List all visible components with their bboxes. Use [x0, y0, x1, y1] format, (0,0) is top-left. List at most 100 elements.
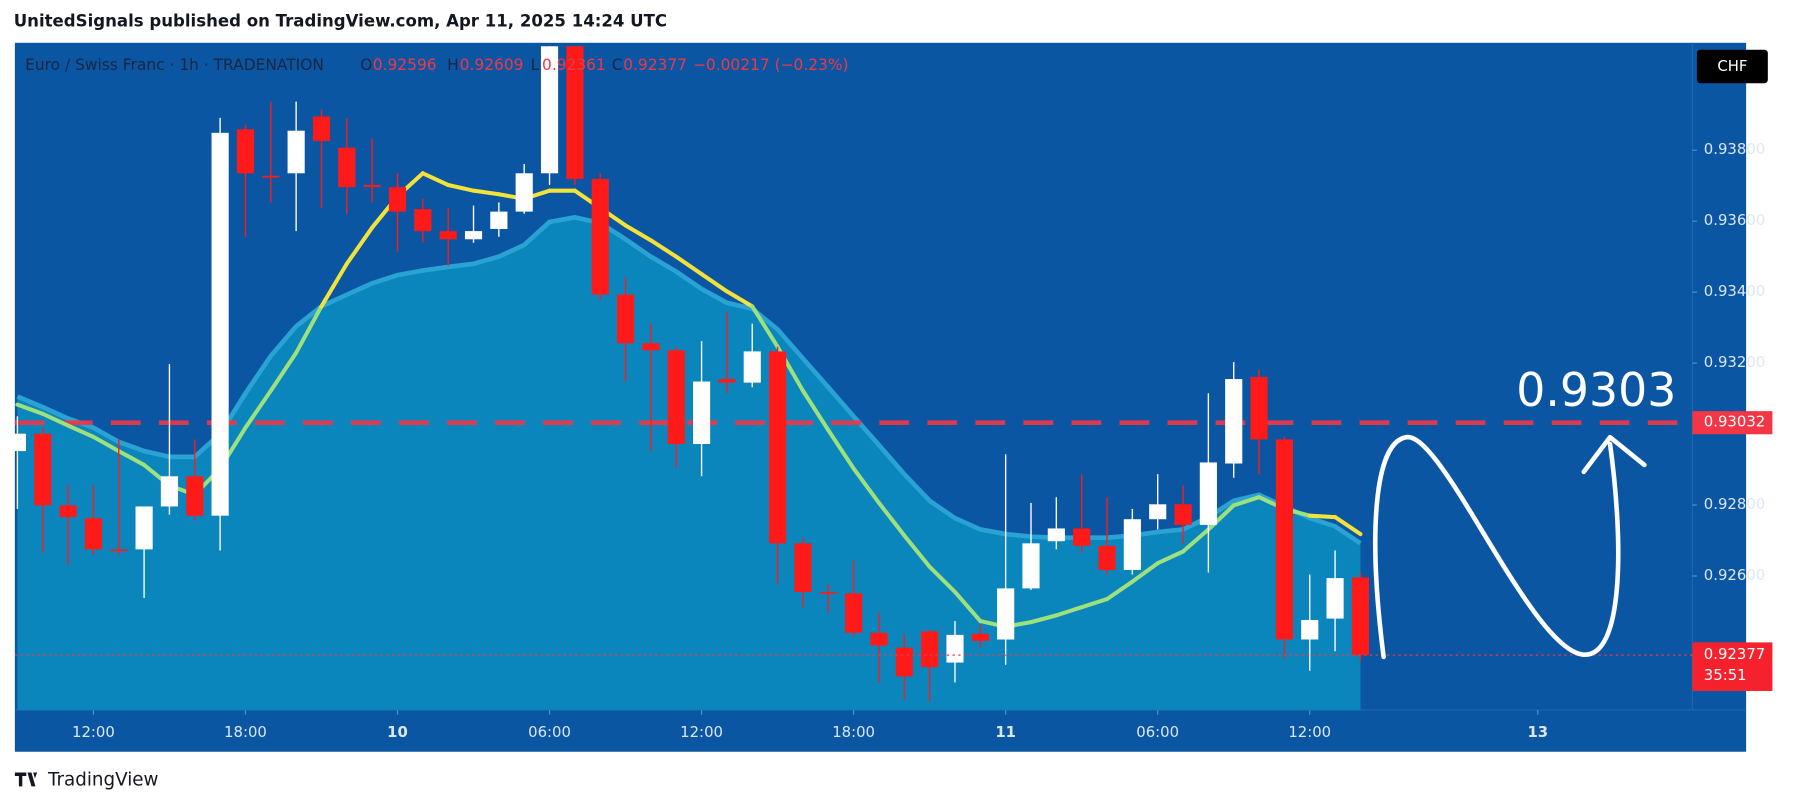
- symbol-header: Euro / Swiss Franc · 1h · TRADENATION O0.…: [25, 55, 848, 73]
- currency-label[interactable]: CHF: [1717, 57, 1747, 75]
- candle-body: [439, 231, 457, 240]
- ma-segment: [724, 289, 755, 309]
- candle-body: [642, 343, 660, 351]
- x-tick-label: 12:00: [72, 723, 115, 741]
- ma-segment: [243, 388, 273, 430]
- y-tick-label: 0.93400: [1704, 282, 1765, 300]
- logo-icon: [14, 772, 38, 787]
- ma-segment: [1054, 605, 1084, 618]
- close-label: C: [612, 55, 623, 73]
- candle-body: [540, 46, 559, 174]
- ma-segment: [294, 304, 324, 355]
- candle-body: [236, 129, 255, 174]
- candle-body: [946, 634, 964, 663]
- y-tick-label: 0.93600: [1704, 211, 1765, 229]
- level-label: 0.93032: [1704, 413, 1765, 431]
- candle-body: [1199, 462, 1217, 525]
- ma-segment: [344, 225, 375, 266]
- open-value: 0.92596: [373, 55, 437, 73]
- ma-segment: [750, 304, 780, 349]
- ma-segment: [15, 402, 45, 416]
- candle-body: [769, 351, 787, 544]
- candle-body: [1275, 439, 1293, 640]
- candle-body: [388, 187, 407, 212]
- x-tick-label: 18:00: [224, 723, 267, 741]
- ma-segment: [420, 171, 451, 188]
- candle-body: [743, 351, 761, 383]
- candle-body: [464, 231, 483, 240]
- candle-body: [515, 173, 533, 212]
- candle-body: [211, 132, 229, 516]
- ma-segment: [952, 589, 983, 624]
- low-label: L: [531, 55, 540, 73]
- ma-segment: [1105, 579, 1135, 602]
- candle-body: [566, 46, 584, 179]
- candle-body: [971, 633, 989, 641]
- ma-segment: [927, 564, 957, 594]
- footer-logo: TradingView: [14, 770, 159, 791]
- y-tick-label: 0.92600: [1704, 566, 1765, 584]
- candle-body: [1225, 379, 1243, 464]
- y-tick-label: 0.93800: [1704, 140, 1765, 158]
- last-price-label: 0.92377: [1704, 645, 1765, 663]
- footer-brand: TradingView: [47, 770, 158, 791]
- candle-body: [794, 543, 812, 592]
- high-value: 0.92609: [460, 55, 524, 73]
- candle-body: [693, 381, 711, 444]
- ma-segment: [471, 188, 501, 197]
- candle-body: [1326, 578, 1344, 619]
- candle-body: [135, 506, 153, 550]
- candle-body: [490, 211, 508, 229]
- ma-segment: [1307, 513, 1338, 520]
- candle-body: [1174, 504, 1192, 525]
- candle-body: [262, 175, 280, 178]
- candle-body: [312, 116, 331, 141]
- ma-segment: [268, 350, 299, 393]
- last-price-tag: [1692, 642, 1773, 691]
- candle-body: [718, 379, 736, 383]
- candle-body: [1123, 519, 1141, 570]
- ma-segment: [851, 466, 881, 505]
- ma-segment: [1206, 503, 1236, 532]
- ma-segment: [319, 261, 349, 309]
- x-tick-label: 12:00: [680, 723, 723, 741]
- candle-body: [1301, 619, 1319, 640]
- candle-body: [845, 593, 863, 633]
- x-tick-label: 06:00: [1136, 723, 1179, 741]
- candle-body: [616, 294, 635, 344]
- plot-area: 0.92600 0.92800 0.93200 0.93400 0.93600 0.938…: [8, 46, 1773, 741]
- x-tick-label: 18:00: [832, 723, 875, 741]
- symbol: Euro / Swiss Franc · 1h · TRADENATION: [25, 55, 324, 73]
- countdown-label: 35:51: [1704, 666, 1747, 684]
- candle-body: [84, 518, 102, 550]
- ma-segment: [1028, 613, 1059, 625]
- candle-body: [338, 147, 356, 188]
- candle-body: [997, 588, 1015, 640]
- ma-segment: [674, 254, 704, 277]
- ma-segment: [1079, 597, 1110, 610]
- currency-button[interactable]: [1696, 49, 1768, 84]
- candle-body: [1047, 528, 1065, 542]
- candle-body: [667, 350, 685, 444]
- candle-body: [1022, 543, 1040, 589]
- x-tick-label: 06:00: [528, 723, 571, 741]
- candle-body: [8, 433, 26, 452]
- candle-body: [34, 433, 52, 506]
- candle-body: [186, 476, 204, 516]
- candle-body: [591, 178, 609, 295]
- ma-segment: [1130, 561, 1160, 584]
- candle-body: [160, 476, 179, 507]
- publisher: UnitedSignals published on TradingView.c…: [14, 11, 667, 30]
- level-tag: [1692, 411, 1773, 435]
- close-value: 0.92377: [623, 55, 687, 73]
- low-value: 0.92361: [542, 55, 606, 73]
- y-tick-label: 0.93200: [1704, 353, 1765, 371]
- ma-segment: [446, 182, 476, 193]
- y-tick-label: 0.92800: [1704, 495, 1765, 513]
- ma-segment: [1155, 549, 1186, 566]
- hand-drawn-arrow: [1373, 434, 1647, 660]
- ma-segment: [623, 223, 653, 243]
- target-annotation: 0.9303: [1516, 363, 1676, 417]
- candle-body: [287, 130, 305, 174]
